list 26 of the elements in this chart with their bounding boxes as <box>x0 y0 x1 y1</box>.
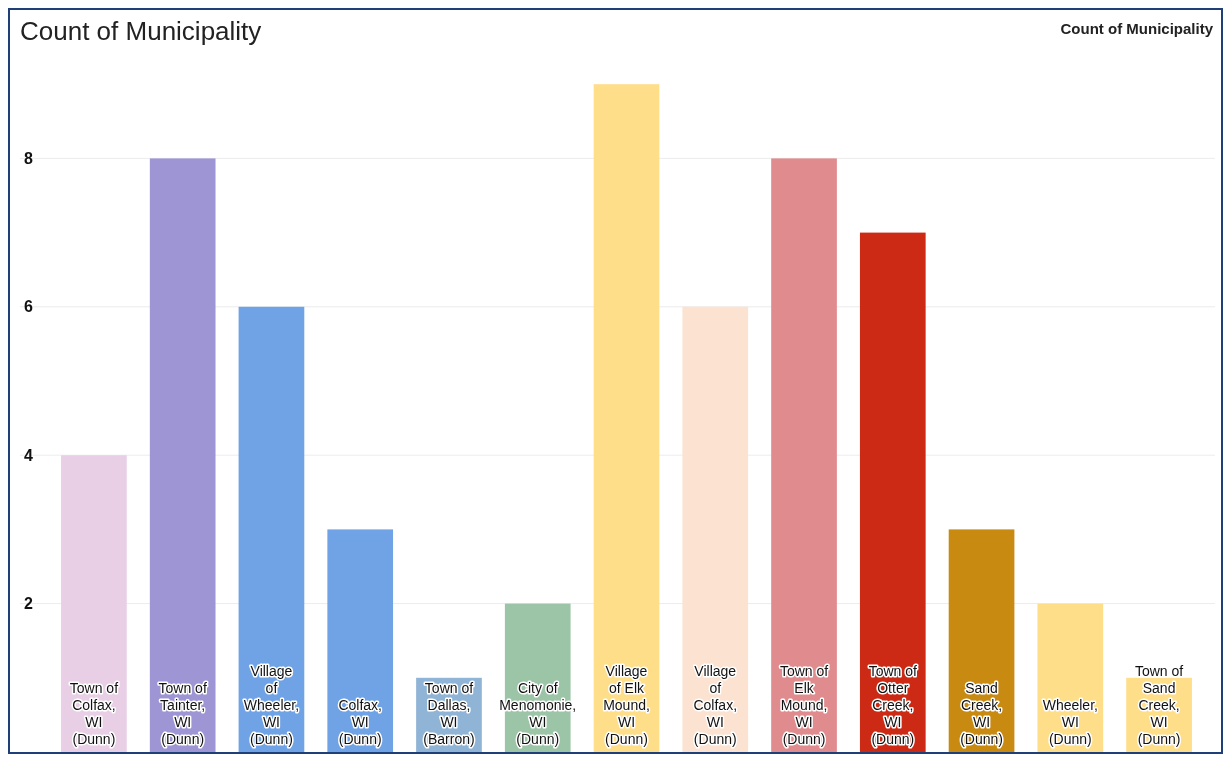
y-tick-label: 6 <box>24 298 33 316</box>
x-tick-label: Village of Wheeler, WI (Dunn) <box>243 663 300 747</box>
bar <box>327 529 394 752</box>
bar <box>771 158 837 752</box>
bar <box>238 306 305 752</box>
y-tick-label: 4 <box>24 446 33 464</box>
x-tick-label: Colfax, WI (Dunn) <box>338 697 382 747</box>
x-tick-label: Town of Tainter, WI (Dunn) <box>158 680 207 747</box>
bar <box>859 232 926 752</box>
bar <box>682 306 749 752</box>
x-tick-label: Sand Creek, WI (Dunn) <box>960 680 1003 747</box>
y-tick-label: 8 <box>24 150 33 167</box>
bar <box>149 158 216 752</box>
bar <box>61 455 127 752</box>
x-tick-label: Town of Dallas, WI (Barron) <box>423 680 475 747</box>
y-tick-label: 2 <box>24 595 33 613</box>
x-tick-label: Town of Elk Mound, WI (Dunn) <box>779 663 829 747</box>
x-tick-label: Village of Elk Mound, WI (Dunn) <box>603 663 650 747</box>
y-axis-title: Count of Municipality <box>1060 20 1214 37</box>
x-tick-label: Town of Sand Creek, WI (Dunn) <box>1134 663 1184 747</box>
x-tick-label: Wheeler, WI (Dunn) <box>1042 697 1098 747</box>
bar <box>593 84 660 752</box>
chart-title: Count of Municipality <box>20 16 262 46</box>
x-tick-label: Town of Colfax, WI (Dunn) <box>69 680 119 747</box>
x-tick-label: Town of Otter Creek, WI (Dunn) <box>868 663 918 747</box>
x-tick-label: Village of Colfax, WI (Dunn) <box>693 663 738 747</box>
